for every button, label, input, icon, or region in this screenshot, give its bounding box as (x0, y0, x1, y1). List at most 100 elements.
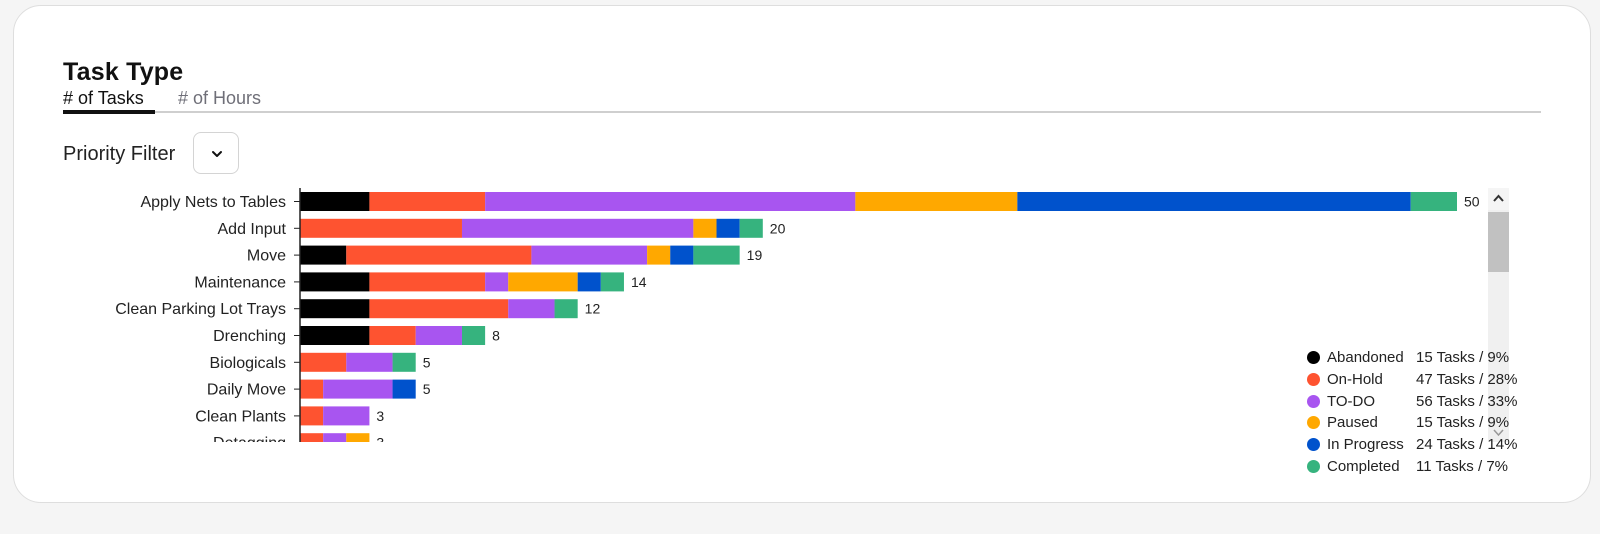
legend-count: 15 Tasks / 9% (1416, 349, 1510, 366)
legend-label: In Progress (1327, 436, 1404, 454)
bar-segment-on-hold (346, 245, 532, 265)
scroll-up-button[interactable] (1488, 188, 1509, 210)
bar-segment-in-progress (670, 245, 694, 265)
legend-item[interactable]: In Progress 24 Tasks / 14% (1305, 434, 1545, 456)
category-label: Add Input (218, 221, 287, 238)
priority-filter-label: Priority Filter (63, 143, 176, 165)
bar-segment-completed (554, 299, 578, 319)
scroll-down-button[interactable] (1488, 422, 1509, 442)
bar-segment-paused (346, 433, 370, 442)
bar-segment-on-hold (369, 326, 416, 345)
legend-label: On-Hold (1327, 370, 1383, 388)
bar-segment-to-do (415, 326, 462, 345)
category-label: Daily Move (207, 382, 286, 399)
bar-segment-to-do (485, 192, 856, 211)
chart-legend: Abandoned 15 Tasks / 9% On-Hold 47 Tasks / … (1305, 347, 1545, 478)
bar-segment-in-progress (1017, 192, 1411, 211)
chevron-down-icon (1493, 429, 1504, 437)
category-label: Clean Plants (195, 408, 286, 425)
chart-scrollbar-thumb[interactable] (1488, 212, 1509, 272)
bar-total-label: 5 (423, 381, 431, 397)
bar-segment-paused (508, 272, 578, 292)
bar-total-label: 20 (770, 220, 786, 236)
bar-segment-abandoned (300, 272, 370, 292)
legend-label: TO-DO (1327, 392, 1376, 410)
bar-segment-completed (600, 272, 624, 292)
bar-segment-to-do (323, 379, 393, 399)
bar-segment-abandoned (300, 299, 370, 319)
chevron-up-icon (1493, 194, 1504, 202)
card-title: Task Type (63, 58, 184, 86)
bar-total-label: 3 (376, 435, 384, 451)
bar-segment-on-hold (300, 379, 324, 399)
bar-segment-completed (392, 352, 416, 372)
bar-segment-to-do (508, 299, 555, 319)
bar-segment-completed (693, 245, 740, 265)
legend-swatch (1307, 459, 1320, 473)
legend-count: 47 Tasks / 28% (1416, 370, 1518, 388)
legend-swatch (1307, 394, 1320, 408)
tab-divider (63, 111, 1541, 113)
category-label: Maintenance (194, 274, 286, 291)
bar-segment-to-do (323, 433, 347, 442)
chart-plot-area: Apply Nets to Tables 50 Add Input 20 Move 19 M… (115, 192, 1480, 452)
bar-total-label: 50 (1464, 194, 1480, 210)
bar-segment-to-do (485, 272, 509, 292)
bar-segment-abandoned (300, 192, 370, 211)
bar-segment-in-progress (577, 272, 601, 292)
category-label: Apply Nets to Tables (140, 194, 286, 211)
tab-num-hours[interactable]: # of Hours (178, 88, 262, 108)
legend-swatch (1307, 438, 1320, 452)
legend-swatch (1307, 372, 1320, 386)
bar-segment-on-hold (369, 192, 486, 211)
chevron-down-icon (212, 151, 222, 157)
legend-count: 24 Tasks / 14% (1416, 436, 1518, 454)
bar-segment-abandoned (300, 245, 347, 265)
category-label: Biologicals (210, 355, 286, 372)
category-label: Detagging (213, 435, 286, 452)
bar-total-label: 5 (423, 354, 431, 370)
bar-segment-to-do (323, 406, 370, 426)
legend-label: Completed (1327, 457, 1400, 475)
bar-segment-completed (461, 326, 486, 345)
bar-segment-paused (693, 218, 717, 238)
bar-segment-paused (855, 192, 1018, 211)
bar-total-label: 14 (631, 274, 647, 290)
legend-swatch (1307, 351, 1320, 364)
legend-item[interactable]: Completed 11 Tasks / 7% (1305, 456, 1545, 478)
tab-bar: # of Tasks # of Hours (63, 88, 1541, 114)
bar-segment-on-hold (369, 299, 509, 319)
legend-item[interactable]: On-Hold 47 Tasks / 28% (1305, 369, 1545, 391)
legend-item[interactable]: TO-DO 56 Tasks / 33% (1305, 391, 1545, 413)
bar-total-label: 19 (747, 247, 763, 263)
bar-segment-to-do (461, 218, 694, 238)
legend-count: 11 Tasks / 7% (1416, 457, 1508, 475)
legend-item[interactable]: Paused 15 Tasks / 9% (1305, 412, 1545, 434)
bar-total-label: 12 (585, 301, 601, 317)
category-label: Move (247, 248, 286, 265)
bar-segment-on-hold (300, 406, 324, 426)
task-type-card (13, 5, 1591, 503)
bar-segment-completed (739, 218, 763, 238)
bar-segment-on-hold (300, 352, 347, 372)
bar-total-label: 3 (376, 408, 384, 424)
bar-segment-completed (1410, 192, 1457, 211)
tab-num-tasks[interactable]: # of Tasks (63, 88, 144, 108)
bar-segment-on-hold (300, 218, 462, 238)
priority-filter-select[interactable] (193, 132, 239, 174)
bar-segment-in-progress (716, 218, 740, 238)
legend-count: 15 Tasks / 9% (1416, 414, 1510, 432)
bar-segment-to-do (346, 352, 393, 372)
bar-total-label: 8 (492, 328, 500, 344)
category-label: Clean Parking Lot Trays (115, 301, 286, 318)
bar-segment-paused (647, 245, 671, 265)
legend-label: Paused (1327, 414, 1378, 432)
category-label: Drenching (213, 328, 286, 345)
legend-swatch (1307, 416, 1320, 430)
bar-segment-abandoned (300, 326, 370, 345)
legend-count: 56 Tasks / 33% (1416, 392, 1518, 410)
legend-label: Abandoned (1327, 349, 1404, 366)
legend-item[interactable]: Abandoned 15 Tasks / 9% (1305, 347, 1545, 369)
bar-segment-in-progress (392, 379, 416, 399)
